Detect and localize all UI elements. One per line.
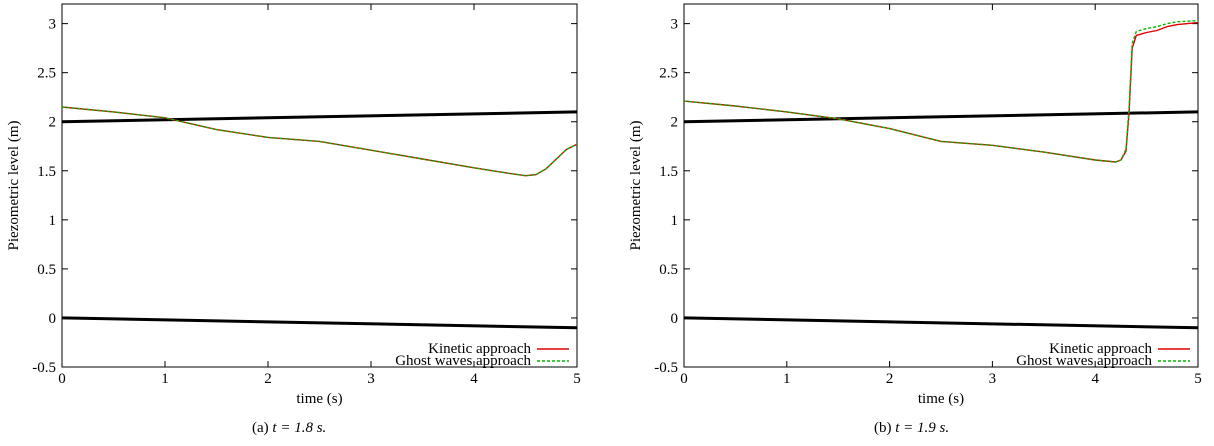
plot-frame (61, 3, 578, 368)
y-tick-label: 1.5 (37, 164, 56, 180)
x-tick-label: 1 (161, 371, 169, 387)
x-tick-label: 4 (1091, 371, 1099, 387)
y-tick-label: 3 (49, 17, 57, 33)
y-tick-label: 1.5 (659, 164, 678, 180)
x-tick-label: 1 (783, 371, 791, 387)
x-tick-label: 5 (1194, 371, 1202, 387)
y-tick-label: -0.5 (654, 360, 678, 376)
y-tick-label: 0 (671, 311, 679, 327)
legend-label: Kinetic approach (1049, 341, 1152, 357)
caption-a-label: (a) (252, 420, 269, 436)
y-tick-label: 3 (671, 17, 679, 33)
series-boundary-line-0 (684, 110, 1198, 124)
y-tick-label: 2 (49, 115, 57, 131)
legend-label: Ghost waves approach (395, 353, 531, 369)
y-tick-label: 0.5 (659, 262, 678, 278)
x-tick-label: 2 (264, 371, 272, 387)
series-kinetic-approach (684, 21, 1198, 163)
x-tick-label: 2 (886, 371, 894, 387)
y-tick-label: 1 (671, 213, 679, 229)
y-tick-label: 2.5 (659, 66, 678, 82)
x-tick-label: 3 (367, 371, 375, 387)
y-tick-label: 2.5 (37, 66, 56, 82)
plot-frame (683, 3, 1199, 368)
series-ghost-waves-approach (62, 106, 577, 177)
series-boundary-line-1 (62, 316, 577, 330)
series-boundary-line-0 (62, 110, 577, 124)
y-tick-label: 0.5 (37, 262, 56, 278)
y-tick-label: 2 (671, 115, 679, 131)
x-tick-label: 0 (680, 371, 688, 387)
legend-label: Ghost waves approach (1016, 353, 1152, 369)
legend-label: Kinetic approach (428, 341, 531, 357)
y-tick-label: 1 (49, 213, 57, 229)
x-tick-label: 3 (989, 371, 997, 387)
y-axis-label: Piezometric level (m) (6, 121, 22, 251)
x-axis-label: time (s) (918, 391, 964, 407)
x-tick-label: 0 (58, 371, 66, 387)
x-axis-label: time (s) (296, 391, 342, 407)
caption-a: (a) t = 1.8 s. (252, 420, 326, 437)
caption-b-math: t = 1.9 s. (895, 420, 950, 436)
chart-panel-a: 0 1 2 3 4 5 -0.5 0 0.5 1 1.5 2 2.5 3 time (s) Piezometr… (0, 0, 600, 446)
chart-panel-b: 0 1 2 3 4 5 -0.5 0 0.5 1 1.5 2 2.5 3 time (s) Piezometr… (614, 0, 1214, 446)
x-tick-label: 4 (470, 371, 478, 387)
caption-a-math: t = 1.8 s. (272, 420, 327, 436)
x-tick-label: 5 (573, 371, 581, 387)
caption-b: (b) t = 1.9 s. (874, 420, 949, 437)
caption-b-label: (b) (874, 420, 892, 436)
y-tick-label: -0.5 (32, 360, 56, 376)
y-axis-label: Piezometric level (m) (628, 121, 644, 251)
series-boundary-line-1 (684, 316, 1198, 330)
y-tick-label: 0 (49, 311, 57, 327)
series-ghost-waves-approach (684, 20, 1198, 163)
